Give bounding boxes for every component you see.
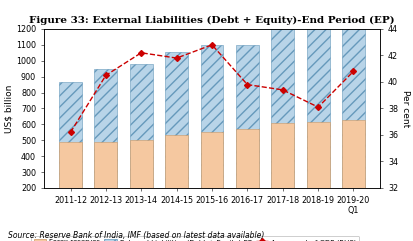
Bar xyxy=(306,23,329,188)
Bar xyxy=(59,82,82,188)
Bar xyxy=(306,122,329,188)
Bar xyxy=(341,120,364,188)
Bar xyxy=(341,12,364,188)
Bar xyxy=(129,140,152,188)
Bar xyxy=(129,64,152,188)
Bar xyxy=(271,123,294,188)
Y-axis label: US$ billion: US$ billion xyxy=(4,84,13,133)
Title: Figure 33: External Liabilities (Debt + Equity)-End Period (EP): Figure 33: External Liabilities (Debt + … xyxy=(29,16,394,25)
Bar xyxy=(235,129,258,188)
Bar xyxy=(165,52,188,188)
Bar xyxy=(235,45,258,188)
Bar xyxy=(165,135,188,188)
Bar xyxy=(59,142,82,188)
Bar xyxy=(200,132,223,188)
Legend: Forex reserves, External Liabilities (Debt + Equity) EP, As percent of GDP (RHS): Forex reserves, External Liabilities (De… xyxy=(31,236,358,241)
Bar xyxy=(94,69,117,188)
Text: Source: Reserve Bank of India, IMF (based on latest data available): Source: Reserve Bank of India, IMF (base… xyxy=(8,231,264,240)
Y-axis label: Per cent: Per cent xyxy=(400,90,409,127)
Bar xyxy=(94,141,117,188)
Bar xyxy=(200,45,223,188)
Bar xyxy=(271,23,294,188)
